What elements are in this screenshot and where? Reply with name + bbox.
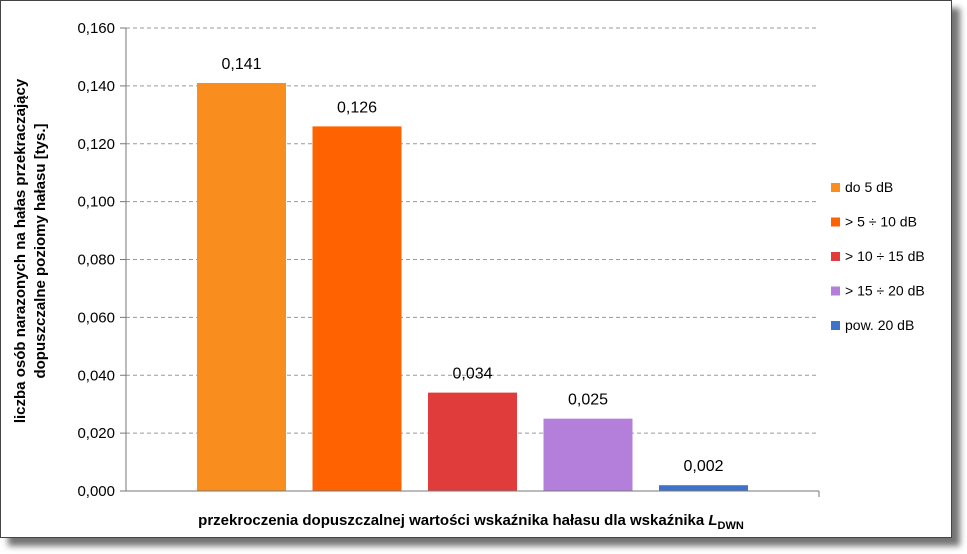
data-label: 0,141 [221,56,261,73]
legend-swatch [831,286,840,296]
legend-swatch [831,183,840,192]
y-tick-label: 0,140 [77,78,115,95]
legend: do 5 dB > 5 ÷ 10 dB > 10 ÷ 15 dB > 15 ÷ 20 … [831,179,925,333]
chart-frame: 0,000 0,020 0,040 0,060 0,080 0,100 0,120 0,140… [0,0,952,538]
legend-label: > 10 ÷ 15 dB [845,248,925,264]
y-tick-label: 0,060 [77,309,115,326]
y-tick-label: 0,040 [77,367,115,384]
x-axis-title-main: przekroczenia dopuszczalnej wartości wsk… [198,512,708,529]
legend-swatch [831,252,840,261]
data-label: 0,034 [452,366,492,383]
data-label: 0,025 [568,392,608,409]
y-tick-label: 0,020 [77,425,115,442]
data-labels: 0,141 0,126 0,034 0,025 0,002 [221,56,723,475]
y-axis-title-line1: liczba osób narazonych na hałas przekrac… [12,78,29,423]
bars [197,82,748,491]
x-axis-title-L: L [708,512,717,529]
y-tick-label: 0,120 [77,136,115,153]
y-tick-label: 0,100 [77,194,115,211]
x-axis-title: przekroczenia dopuszczalnej wartości wsk… [198,512,744,532]
bar [312,126,402,491]
legend-label: do 5 dB [845,179,893,195]
y-tick-label: 0,080 [77,252,115,269]
legend-label: > 15 ÷ 20 dB [845,283,925,299]
axes [125,28,820,497]
bar [543,418,633,491]
y-axis-title-line2: dopuszczalne poziomy hałasu [tys.] [32,123,49,378]
bar [197,82,286,491]
x-axis-title-subscript: DWN [718,520,744,532]
legend-swatch [831,217,840,227]
data-label: 0,002 [683,458,723,475]
data-label: 0,126 [337,99,377,116]
bar-chart: 0,000 0,020 0,040 0,060 0,080 0,100 0,120 0,140… [12,20,925,532]
legend-label: > 5 ÷ 10 dB [845,214,917,230]
y-tick-label: 0,000 [77,483,115,500]
legend-label: pow. 20 dB [845,317,914,333]
y-tick-labels: 0,000 0,020 0,040 0,060 0,080 0,100 0,120 0,140… [77,20,115,500]
bar [428,392,517,491]
bar [659,485,748,491]
y-tick-label: 0,160 [77,20,115,37]
legend-swatch [831,321,840,330]
